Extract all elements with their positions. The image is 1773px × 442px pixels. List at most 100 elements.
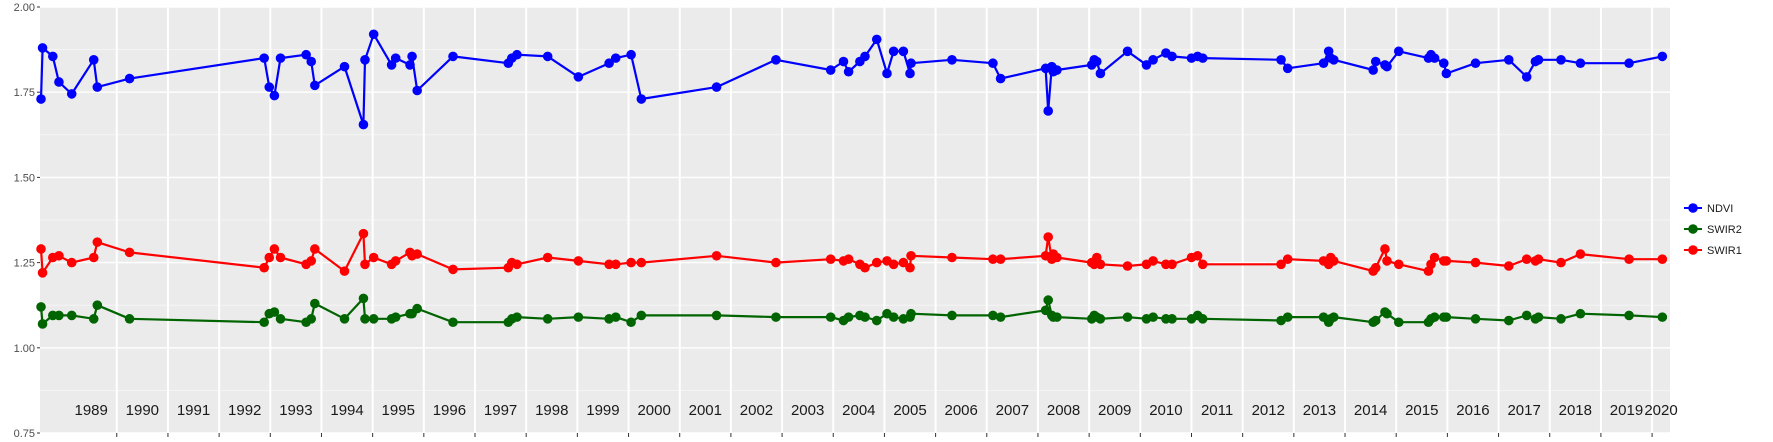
- data-point-ndvi: [88, 55, 99, 65]
- data-point-swir2: [1043, 295, 1053, 305]
- data-point-ndvi: [1382, 61, 1392, 72]
- data-point-swir1: [1503, 261, 1514, 271]
- data-point-swir2: [1575, 308, 1586, 319]
- data-point-swir1: [573, 256, 584, 266]
- legend[interactable]: NDVI SWIR2 SWIR1: [1684, 203, 1742, 257]
- year-label: 2001: [689, 402, 722, 419]
- data-point-swir2: [88, 314, 99, 324]
- year-label: 2003: [791, 402, 824, 419]
- data-point-swir2: [1470, 314, 1481, 324]
- data-point-swir2: [610, 312, 621, 322]
- year-label: 2017: [1507, 402, 1540, 419]
- data-point-swir2: [390, 312, 401, 322]
- year-label: 2009: [1098, 402, 1131, 419]
- data-point-swir2: [995, 312, 1006, 322]
- data-point-ndvi: [888, 46, 899, 57]
- data-point-ndvi: [626, 49, 636, 60]
- year-label: 2006: [945, 402, 978, 419]
- data-point-swir2: [871, 315, 882, 326]
- year-label: 1990: [126, 402, 159, 419]
- y-tick-label: 1.75: [14, 87, 35, 99]
- data-point-ndvi: [573, 72, 584, 82]
- data-point-swir1: [306, 256, 317, 266]
- data-point-swir1: [1556, 257, 1566, 268]
- data-point-swir2: [1657, 312, 1668, 322]
- data-point-ndvi: [825, 65, 836, 75]
- data-point-swir2: [988, 310, 998, 321]
- year-label: 1995: [382, 402, 415, 419]
- data-point-swir2: [542, 314, 553, 324]
- data-point-swir2: [1521, 310, 1532, 321]
- year-label: 1998: [535, 402, 568, 419]
- data-point-ndvi: [1197, 53, 1208, 63]
- data-point-ndvi: [448, 51, 458, 62]
- data-point-ndvi: [66, 89, 77, 99]
- data-point-ndvi: [1276, 55, 1286, 65]
- year-label: 2008: [1047, 402, 1080, 419]
- data-point-ndvi: [947, 55, 957, 65]
- data-point-swir2: [306, 314, 317, 324]
- data-point-swir2: [573, 312, 584, 322]
- data-point-ndvi: [882, 68, 892, 79]
- data-point-ndvi: [358, 119, 369, 130]
- data-point-swir2: [1503, 315, 1514, 326]
- data-point-swir1: [1197, 259, 1208, 270]
- legend-key-point: [1688, 245, 1698, 255]
- data-point-swir2: [275, 314, 286, 324]
- data-point-swir1: [542, 252, 553, 263]
- data-point-swir2: [1624, 310, 1634, 321]
- year-label: 2000: [637, 402, 670, 419]
- data-point-swir1: [1282, 254, 1293, 264]
- data-point-swir1: [1624, 254, 1634, 264]
- year-label: 2011: [1201, 402, 1233, 419]
- year-dividers: [115, 7, 1654, 437]
- data-point-swir1: [1382, 256, 1392, 266]
- data-point-ndvi: [301, 49, 311, 60]
- data-point-swir2: [1122, 312, 1133, 322]
- data-point-ndvi: [1167, 51, 1177, 62]
- data-point-swir2: [448, 317, 458, 328]
- year-label: 2012: [1252, 402, 1285, 419]
- data-point-ndvi: [995, 73, 1006, 84]
- data-point-swir2: [339, 314, 350, 324]
- y-axis: 0.75 1.00 1.25 1.50 1.75 2.00: [14, 2, 40, 440]
- year-label: 2019: [1610, 402, 1643, 419]
- y-tick-label: 0.75: [14, 428, 35, 440]
- data-point-ndvi: [711, 82, 722, 92]
- data-point-ndvi: [843, 66, 854, 77]
- data-point-ndvi: [542, 51, 553, 62]
- data-point-swir1: [1052, 252, 1062, 263]
- data-point-ndvi: [988, 58, 998, 69]
- data-point-swir1: [905, 262, 915, 273]
- year-label: 1999: [586, 402, 619, 419]
- year-label: 2007: [996, 402, 1029, 419]
- data-point-swir1: [1657, 254, 1668, 264]
- year-label: 2004: [842, 402, 875, 419]
- data-point-ndvi: [1328, 55, 1339, 65]
- data-point-swir2: [1052, 312, 1062, 322]
- data-point-swir1: [88, 252, 99, 263]
- data-point-swir1: [1095, 259, 1106, 270]
- year-label: 1997: [484, 402, 517, 419]
- data-point-ndvi: [124, 73, 135, 84]
- data-point-ndvi: [275, 53, 286, 63]
- data-point-swir1: [825, 254, 836, 264]
- data-point-swir1: [1043, 232, 1053, 242]
- data-point-swir1: [1470, 257, 1481, 268]
- data-point-ndvi: [1148, 55, 1158, 65]
- data-point-swir2: [1533, 312, 1544, 322]
- year-label: 2010: [1149, 402, 1182, 419]
- year-label: 2002: [740, 402, 773, 419]
- data-point-swir1: [512, 259, 522, 270]
- data-point-ndvi: [1318, 58, 1329, 69]
- data-point-swir1: [1393, 259, 1404, 270]
- data-point-swir2: [36, 302, 46, 312]
- data-point-swir2: [1441, 312, 1452, 322]
- data-point-ndvi: [92, 82, 103, 92]
- data-point-ndvi: [37, 43, 48, 53]
- year-label: 2013: [1303, 402, 1336, 419]
- data-point-swir2: [636, 310, 647, 321]
- data-point-swir1: [906, 250, 916, 261]
- data-point-swir1: [610, 259, 621, 270]
- data-point-swir1: [1328, 256, 1339, 266]
